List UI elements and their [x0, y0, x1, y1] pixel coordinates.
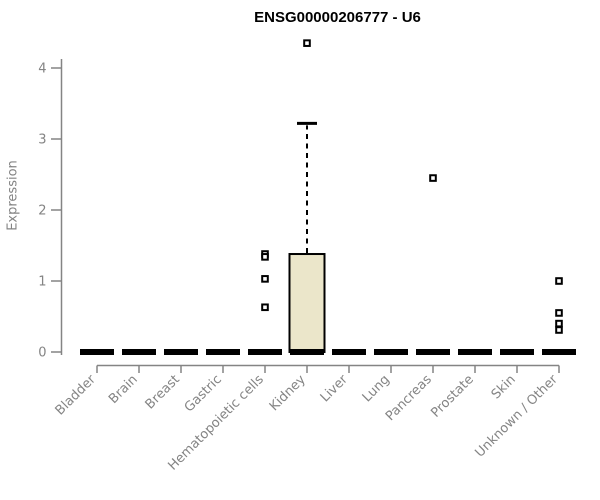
y-tick-label: 2	[38, 204, 46, 219]
median-line	[542, 349, 576, 355]
outlier-marker	[261, 275, 269, 283]
outlier-marker	[555, 326, 563, 334]
y-tick-label: 1	[38, 275, 46, 290]
median-line	[416, 349, 450, 355]
x-category-label: Breast	[143, 372, 183, 412]
outlier-marker	[303, 39, 311, 47]
median-line	[500, 349, 534, 355]
median-line	[290, 349, 324, 355]
median-line	[206, 349, 240, 355]
outlier-marker	[429, 174, 437, 182]
outlier-marker	[555, 309, 563, 317]
x-category-label: Unknown / Other	[473, 372, 562, 461]
median-line	[332, 349, 366, 355]
y-tick-label: 3	[38, 133, 46, 148]
chart-title: ENSG00000206777 - U6	[254, 9, 421, 26]
x-category-label: Kidney	[267, 372, 309, 414]
outlier-marker	[555, 277, 563, 285]
x-category-label: Liver	[318, 372, 352, 406]
box	[288, 253, 326, 354]
median-line	[80, 349, 114, 355]
outlier-marker	[261, 253, 269, 261]
x-category-label: Bladder	[53, 372, 100, 419]
median-line	[458, 349, 492, 355]
x-category-label: Lung	[360, 372, 393, 405]
outlier-marker	[555, 319, 563, 328]
y-tick-label: 4	[38, 62, 46, 77]
x-category-label: Prostate	[428, 372, 476, 420]
y-tick-label: 0	[38, 346, 46, 361]
outlier-marker	[261, 303, 269, 312]
median-line	[164, 349, 198, 355]
x-category-label: Pancreas	[383, 372, 435, 424]
median-line	[248, 349, 282, 355]
x-category-label: Skin	[489, 372, 519, 402]
median-line	[122, 349, 156, 355]
x-category-label: Brain	[106, 372, 141, 407]
median-line	[374, 349, 408, 355]
